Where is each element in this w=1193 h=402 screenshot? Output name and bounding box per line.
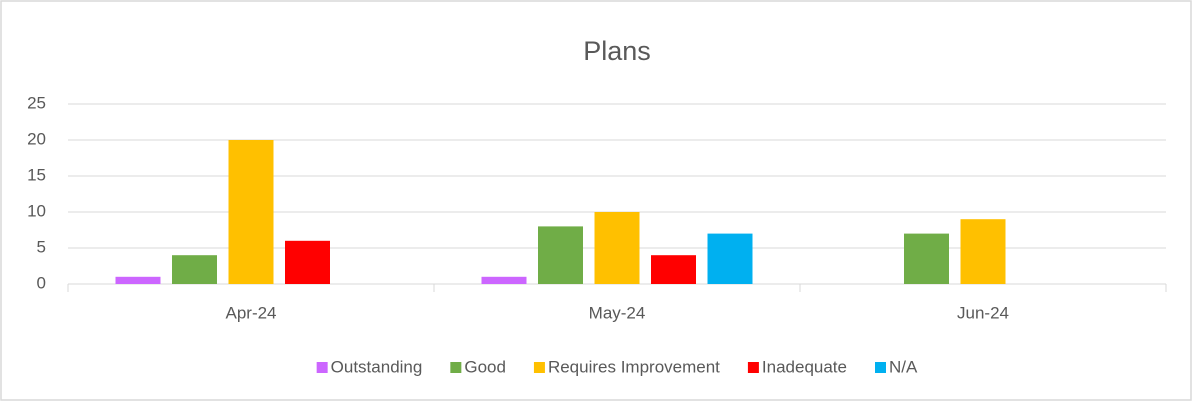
- y-tick-label: 10: [27, 201, 46, 220]
- bar: [960, 219, 1006, 284]
- bar: [228, 140, 274, 284]
- legend-swatch: [316, 362, 328, 373]
- legend-swatch: [533, 362, 545, 373]
- bar: [707, 233, 753, 284]
- y-tick-label: 20: [27, 129, 46, 148]
- legend-label: Outstanding: [331, 357, 423, 376]
- legend-swatch: [747, 362, 759, 373]
- bar: [285, 240, 330, 284]
- chart-title: Plans: [583, 36, 651, 66]
- legend-swatch: [875, 362, 886, 373]
- bar: [904, 233, 949, 284]
- legend-label: Requires Improvement: [548, 357, 720, 376]
- bar: [651, 255, 696, 284]
- x-tick-label: May-24: [589, 303, 646, 322]
- x-tick-label: Jun-24: [957, 303, 1009, 322]
- x-tick-label: Apr-24: [225, 303, 276, 322]
- bar: [481, 276, 527, 284]
- legend-label: Good: [464, 357, 506, 376]
- bar: [115, 276, 161, 284]
- y-tick-label: 5: [37, 237, 46, 256]
- legend-swatch: [450, 362, 462, 373]
- bar: [172, 255, 217, 284]
- y-tick-label: 0: [37, 273, 46, 292]
- legend-label: N/A: [889, 357, 918, 376]
- bar: [538, 226, 583, 284]
- y-tick-label: 25: [27, 93, 46, 112]
- y-tick-label: 15: [27, 165, 46, 184]
- legend-label: Inadequate: [762, 357, 847, 376]
- bar: [594, 212, 640, 284]
